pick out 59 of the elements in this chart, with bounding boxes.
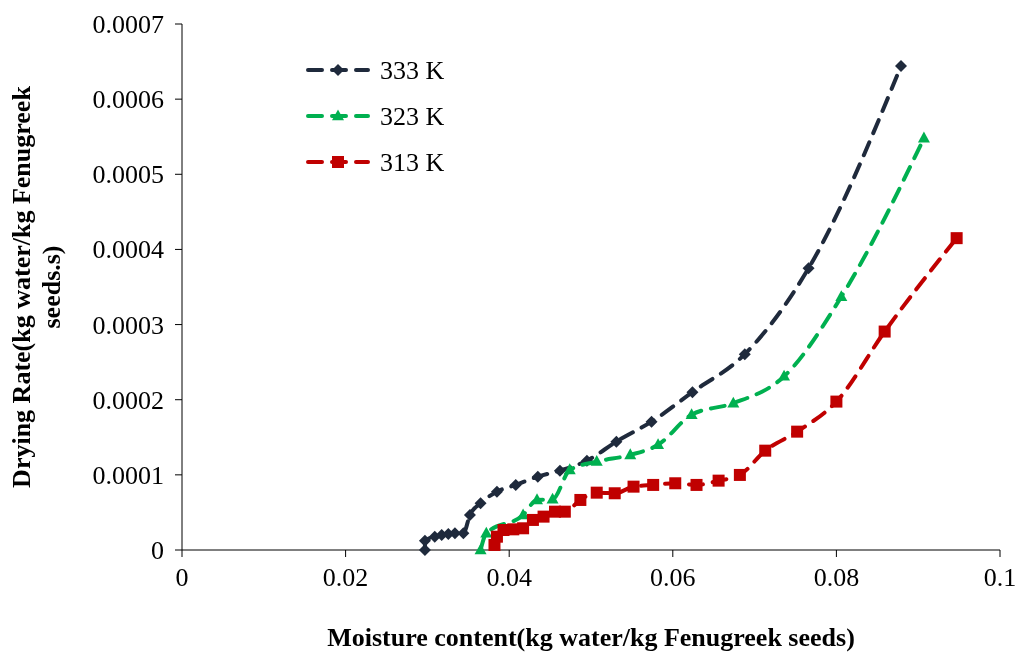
point — [950, 232, 963, 245]
point — [490, 485, 503, 498]
point — [624, 448, 637, 460]
point — [574, 493, 587, 506]
point — [610, 435, 623, 448]
point — [537, 510, 550, 523]
point — [669, 477, 682, 490]
point — [738, 348, 751, 361]
point — [558, 505, 571, 518]
y-tick-label: 0.0004 — [92, 235, 164, 265]
x-tick-label: 0.08 — [813, 563, 860, 592]
y-axis-title: Drying Rate(kg water/kg Fenugreek seeds.s) — [7, 85, 66, 488]
point — [917, 131, 930, 143]
y-tick-label: 0.0006 — [92, 85, 164, 115]
point — [759, 444, 772, 457]
x-tick-label: 0.02 — [322, 563, 369, 592]
point — [553, 464, 566, 477]
point — [685, 408, 698, 419]
point — [546, 492, 559, 504]
x-axis-title: Moisture content(kg water/kg Fenugreek seeds) — [327, 623, 855, 652]
point — [733, 468, 746, 481]
y-tick-label: 0.0007 — [92, 10, 164, 39]
x-tick-label: 0.06 — [650, 563, 696, 592]
point — [474, 543, 487, 555]
point — [627, 480, 640, 493]
point — [802, 262, 815, 275]
point — [608, 487, 621, 500]
point — [645, 415, 658, 428]
point — [590, 486, 603, 499]
y-tick-label: 0.0001 — [92, 460, 164, 490]
point — [895, 60, 908, 73]
point — [509, 478, 522, 491]
y-tick-label: 0 — [151, 536, 164, 565]
legend-label: 323 K — [380, 102, 445, 131]
point — [835, 290, 848, 301]
point — [526, 513, 539, 526]
point — [647, 478, 660, 491]
y-tick-label: 0.0002 — [92, 385, 164, 415]
x-tick-label: 0.1 — [983, 563, 1017, 592]
point — [878, 325, 891, 338]
point — [474, 497, 487, 510]
point — [531, 470, 544, 483]
x-tick-label: 0.04 — [486, 563, 532, 592]
point — [778, 369, 791, 381]
point — [690, 478, 703, 491]
point — [791, 425, 804, 438]
x-tick-label: 0 — [175, 563, 189, 592]
point — [727, 396, 740, 408]
point — [830, 395, 843, 408]
point — [563, 463, 576, 475]
y-tick-label: 0.0005 — [92, 160, 164, 190]
point — [686, 386, 699, 399]
y-tick-label: 0.0003 — [92, 310, 164, 340]
point — [712, 474, 725, 487]
point — [590, 455, 603, 466]
point — [517, 522, 530, 535]
legend-label: 313 K — [380, 148, 445, 177]
legend-label: 333 K — [380, 56, 445, 85]
point — [463, 508, 476, 521]
